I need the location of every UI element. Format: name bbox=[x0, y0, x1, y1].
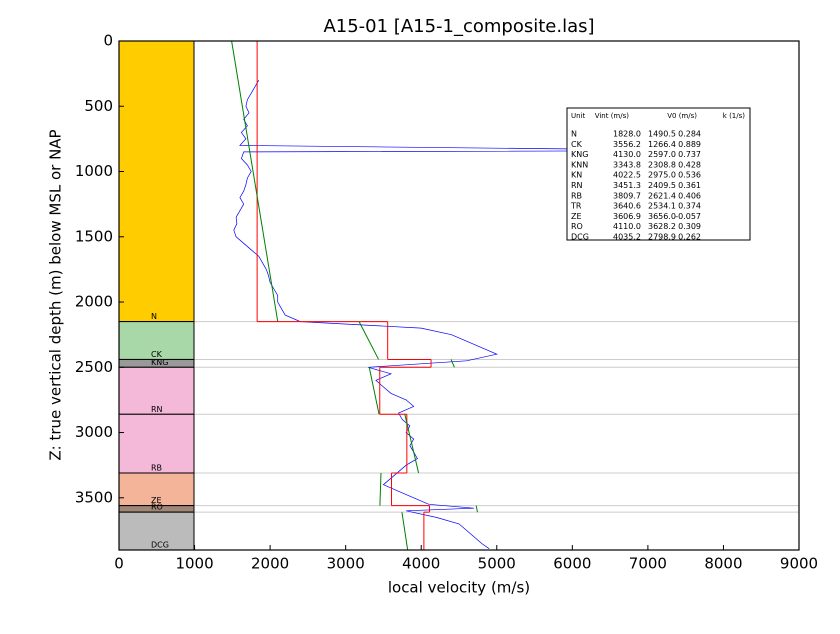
unit-label: ZE bbox=[151, 496, 162, 505]
table-cell: 0.309 bbox=[678, 222, 701, 231]
table-cell: 0.889 bbox=[678, 140, 701, 149]
table-unit: RB bbox=[571, 191, 582, 200]
y-tick-label: 2500 bbox=[75, 358, 113, 376]
y-tick-label: 3000 bbox=[75, 423, 113, 441]
table-cell: 3343.8 bbox=[613, 160, 641, 169]
x-axis-label: local velocity (m/s) bbox=[388, 579, 530, 597]
table-cell: 0.361 bbox=[678, 181, 701, 190]
table-header: k (1/s) bbox=[723, 112, 745, 120]
unit-label: N bbox=[151, 312, 157, 321]
trend-line bbox=[231, 40, 279, 322]
table-cell: 3809.7 bbox=[613, 191, 641, 200]
table-unit: TR bbox=[570, 202, 582, 211]
strat-unit bbox=[118, 511, 195, 551]
table-cell: 1490.5 bbox=[648, 130, 676, 139]
y-tick-label: 0 bbox=[103, 32, 113, 50]
trend-line bbox=[401, 512, 409, 551]
table-cell: 2409.5 bbox=[648, 181, 676, 190]
table-cell: 2621.4 bbox=[648, 191, 676, 200]
unit-label: CK bbox=[151, 350, 163, 359]
table-cell: 0.428 bbox=[678, 160, 701, 169]
table-cell: 2308.8 bbox=[648, 160, 676, 169]
x-tick-label: 8000 bbox=[704, 555, 742, 573]
x-tick-label: 4000 bbox=[402, 555, 440, 573]
table-cell: 3656.0 bbox=[648, 212, 676, 221]
x-tick-label: 5000 bbox=[478, 555, 516, 573]
table-cell: 1266.4 bbox=[648, 140, 676, 149]
x-tick-label: 9000 bbox=[780, 555, 818, 573]
unit-label: DCG bbox=[151, 541, 169, 550]
table-cell: 0.536 bbox=[678, 171, 701, 180]
table-cell: 0.374 bbox=[678, 202, 701, 211]
table-cell: 3628.2 bbox=[648, 222, 676, 231]
unit-label: KNG bbox=[151, 358, 168, 367]
table-cell: 3451.3 bbox=[613, 181, 641, 190]
table-cell: 2975.0 bbox=[648, 171, 676, 180]
table-unit: KN bbox=[571, 171, 582, 180]
y-axis-label: Z: true vertical depth (m) below MSL or … bbox=[47, 129, 65, 460]
table-cell: 1828.0 bbox=[613, 130, 641, 139]
table-cell: 2798.9 bbox=[648, 233, 676, 242]
table-cell: 0.262 bbox=[678, 233, 701, 242]
table-header: V0 (m/s) bbox=[667, 112, 697, 120]
y-tick-label: 1000 bbox=[75, 162, 113, 180]
unit-label: RB bbox=[151, 463, 162, 472]
table-unit: N bbox=[571, 130, 577, 139]
table-unit: KNN bbox=[571, 160, 588, 169]
table-unit: RN bbox=[571, 181, 583, 190]
table-unit: KNG bbox=[571, 150, 588, 159]
table-unit: CK bbox=[571, 140, 583, 149]
trend-line bbox=[475, 505, 478, 513]
table-cell: 3606.9 bbox=[613, 212, 641, 221]
strat-unit bbox=[118, 40, 195, 323]
y-tick-label: 1500 bbox=[75, 227, 113, 245]
y-tick-label: 500 bbox=[84, 97, 113, 115]
table-cell: 2597.0 bbox=[648, 150, 676, 159]
x-tick-label: 6000 bbox=[553, 555, 591, 573]
strat-unit bbox=[118, 413, 195, 474]
unit-label: RN bbox=[151, 405, 163, 414]
trend-line bbox=[358, 321, 380, 360]
table-cell: 4022.5 bbox=[613, 171, 641, 180]
table-cell: -0.057 bbox=[675, 212, 701, 221]
trend-line bbox=[379, 472, 382, 506]
unit-label: RO bbox=[151, 503, 163, 512]
x-tick-label: 3000 bbox=[327, 555, 365, 573]
y-tick-label: 2000 bbox=[75, 293, 113, 311]
table-cell: 3640.6 bbox=[613, 202, 641, 211]
plot-frame bbox=[118, 40, 800, 551]
x-tick-label: 2000 bbox=[251, 555, 289, 573]
table-cell: 3556.2 bbox=[613, 140, 641, 149]
velocity-log bbox=[233, 80, 724, 549]
chart-title: A15-01 [A15-1_composite.las] bbox=[323, 16, 594, 37]
x-tick-label: 1000 bbox=[175, 555, 213, 573]
table-cell: 4130.0 bbox=[613, 150, 641, 159]
table-unit: DCG bbox=[571, 233, 589, 242]
trend-line bbox=[404, 414, 420, 474]
y-tick-label: 3500 bbox=[75, 488, 113, 506]
table-box bbox=[566, 107, 751, 241]
x-tick-label: 0 bbox=[114, 555, 124, 573]
table-cell: 0.737 bbox=[678, 150, 701, 159]
table-cell: 2534.1 bbox=[648, 202, 676, 211]
table-cell: 0.406 bbox=[678, 191, 701, 200]
table-cell: 0.284 bbox=[678, 130, 701, 139]
trend-line bbox=[368, 367, 380, 415]
table-cell: 4035.2 bbox=[613, 233, 641, 242]
trend-line bbox=[450, 359, 455, 368]
x-tick-label: 7000 bbox=[629, 555, 667, 573]
table-header: Unit bbox=[571, 112, 586, 120]
table-unit: RO bbox=[571, 222, 583, 231]
table-unit: ZE bbox=[571, 212, 582, 221]
table-header: Vint (m/s) bbox=[595, 112, 630, 120]
table-cell: 4110.0 bbox=[613, 222, 641, 231]
